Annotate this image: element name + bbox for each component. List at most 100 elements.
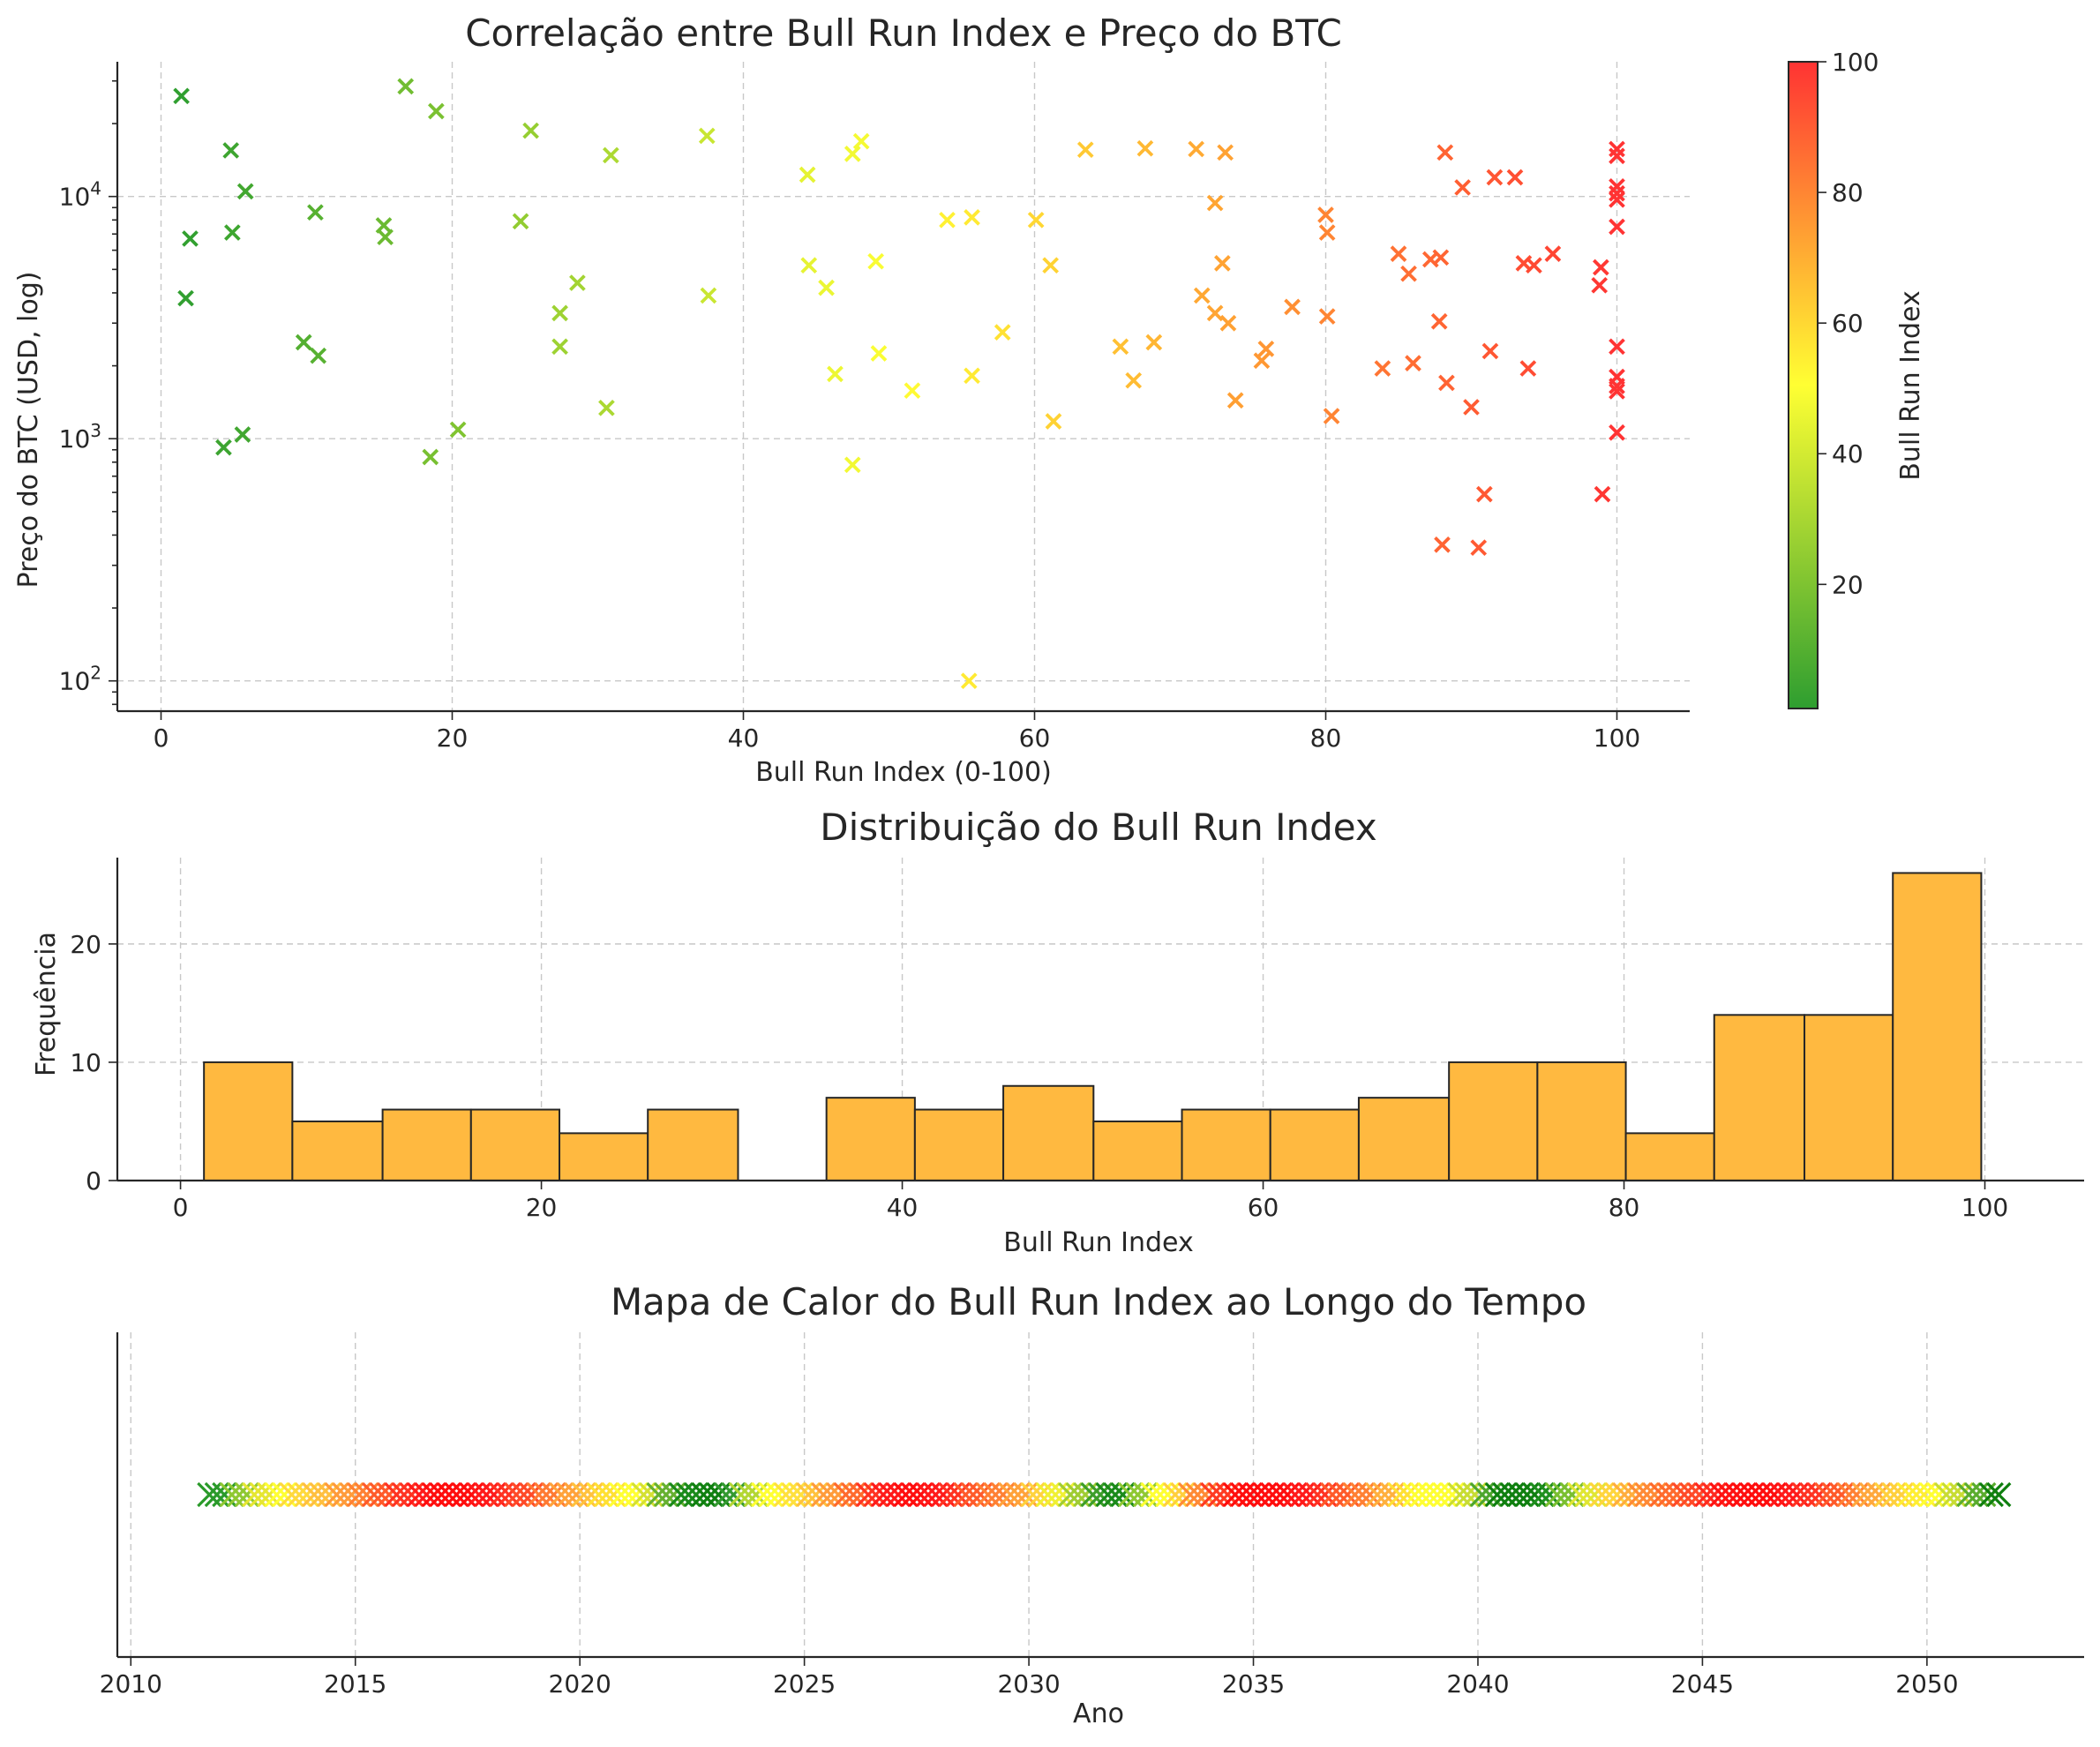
scatter-x-tick-label: 80 bbox=[1310, 724, 1342, 753]
scatter-point bbox=[1609, 140, 1625, 158]
scatter-point bbox=[522, 122, 539, 139]
colorbar-tick-label: 60 bbox=[1832, 309, 1864, 338]
colorbar-tick-label: 80 bbox=[1832, 178, 1864, 207]
colorbar-tick-label: 20 bbox=[1832, 570, 1864, 599]
histogram-bar bbox=[1181, 1108, 1271, 1181]
histogram-bar bbox=[469, 1108, 561, 1181]
timeline-markers bbox=[197, 1481, 2012, 1508]
scatter-point bbox=[1609, 383, 1625, 400]
scatter-title: Correlação entre Bull Run Index e Preço … bbox=[465, 11, 1342, 55]
scatter-point bbox=[422, 448, 439, 466]
scatter-point bbox=[1430, 312, 1448, 330]
timeline-x-tick-label: 2015 bbox=[324, 1669, 386, 1698]
scatter-axes: 0 20 40 60 80 100 102 103 104 bbox=[59, 62, 1690, 753]
histogram-x-tick-label: 100 bbox=[1961, 1193, 2008, 1222]
scatter-point bbox=[1486, 169, 1504, 186]
scatter-point bbox=[827, 365, 844, 383]
scatter-point bbox=[800, 257, 818, 274]
scatter-point bbox=[1609, 218, 1625, 236]
histogram-bar bbox=[1536, 1061, 1627, 1182]
scatter-point bbox=[1544, 245, 1562, 262]
histogram-bar bbox=[1092, 1120, 1183, 1182]
scatter-point bbox=[1214, 255, 1231, 272]
scatter-point bbox=[598, 399, 615, 416]
scatter-point bbox=[1284, 298, 1301, 316]
scatter-point bbox=[964, 209, 980, 226]
scatter-point bbox=[603, 146, 619, 164]
scatter-point bbox=[1405, 355, 1421, 371]
scatter-point bbox=[397, 78, 415, 95]
scatter-point bbox=[1454, 179, 1471, 196]
timeline-x-tick-label: 2020 bbox=[549, 1669, 611, 1698]
histogram-bar bbox=[1804, 1014, 1894, 1182]
scatter-point bbox=[1206, 194, 1224, 212]
scatter-point bbox=[1400, 265, 1417, 282]
scatter-y-axis-label: Preço do BTC (USD, log) bbox=[13, 272, 44, 589]
scatter-point bbox=[222, 142, 240, 159]
scatter-point bbox=[1609, 177, 1625, 195]
scatter-point bbox=[551, 304, 568, 322]
scatter-point bbox=[1609, 191, 1625, 208]
histogram-bar bbox=[1713, 1014, 1806, 1182]
scatter-point bbox=[1188, 140, 1204, 158]
histogram-bar bbox=[1002, 1084, 1095, 1181]
scatter-point bbox=[512, 213, 529, 230]
scatter-grid bbox=[117, 62, 1690, 711]
scatter-y-tick-label: 104 bbox=[59, 178, 101, 212]
scatter-point bbox=[1257, 341, 1275, 357]
scatter-point bbox=[994, 324, 1011, 341]
histogram-panel: Distribuição do Bull Run Index 0 20 40 60 80… bbox=[31, 806, 2084, 1258]
scatter-point bbox=[844, 456, 861, 474]
histogram-y-tick-label: 0 bbox=[86, 1166, 101, 1196]
scatter-point bbox=[551, 338, 568, 356]
scatter-point bbox=[449, 421, 467, 439]
histogram-bar bbox=[825, 1097, 916, 1181]
scatter-point bbox=[236, 183, 254, 200]
scatter-point bbox=[182, 230, 199, 247]
scatter-point bbox=[852, 132, 870, 150]
scatter-point bbox=[1463, 399, 1480, 416]
timeline-x-tick-label: 2010 bbox=[100, 1669, 162, 1698]
scatter-point bbox=[1519, 360, 1537, 377]
scatter-point bbox=[234, 426, 251, 443]
scatter-point bbox=[1481, 342, 1499, 360]
timeline-x-tick-label: 2035 bbox=[1222, 1669, 1285, 1698]
scatter-point bbox=[1217, 144, 1234, 161]
scatter-point bbox=[1226, 392, 1244, 409]
scatter-point bbox=[1436, 144, 1454, 161]
histogram-y-axis-label: Frequência bbox=[31, 932, 62, 1076]
histogram-bar bbox=[203, 1061, 294, 1182]
scatter-point bbox=[1318, 224, 1336, 241]
timeline-title: Mapa de Calor do Bull Run Index ao Longo… bbox=[611, 1280, 1586, 1323]
histogram-bars bbox=[203, 872, 1983, 1182]
scatter-point bbox=[904, 382, 921, 400]
timeline-x-tick-label: 2025 bbox=[773, 1669, 836, 1698]
timeline-x-tick-label: 2030 bbox=[997, 1669, 1060, 1698]
scatter-point bbox=[1476, 485, 1493, 503]
scatter-point bbox=[1470, 539, 1488, 557]
scatter-point bbox=[569, 274, 586, 291]
histogram-bar bbox=[381, 1108, 472, 1181]
scatter-point bbox=[1609, 424, 1625, 441]
scatter-point bbox=[173, 87, 190, 105]
scatter-point bbox=[1145, 334, 1163, 351]
colorbar-gradient bbox=[1788, 61, 1819, 709]
scatter-point bbox=[1506, 169, 1524, 186]
scatter-point bbox=[698, 127, 716, 145]
histogram-bar bbox=[1269, 1108, 1360, 1181]
timeline-x-tick-label: 2045 bbox=[1671, 1669, 1734, 1698]
scatter-point bbox=[1434, 536, 1451, 553]
scatter-point bbox=[224, 224, 241, 241]
scatter-point bbox=[1317, 206, 1334, 223]
scatter-point bbox=[1193, 287, 1211, 304]
histogram-axes: 0 20 40 60 80 100 0 10 20 bbox=[70, 858, 2084, 1222]
histogram-x-axis-label: Bull Run Index bbox=[1003, 1227, 1193, 1258]
histogram-y-tick-label: 10 bbox=[70, 1048, 101, 1077]
scatter-point bbox=[939, 211, 956, 229]
scatter-point bbox=[1136, 139, 1154, 157]
scatter-point bbox=[1438, 374, 1455, 392]
scatter-point bbox=[310, 347, 327, 364]
scatter-point bbox=[799, 166, 816, 184]
scatter-point bbox=[867, 252, 884, 270]
